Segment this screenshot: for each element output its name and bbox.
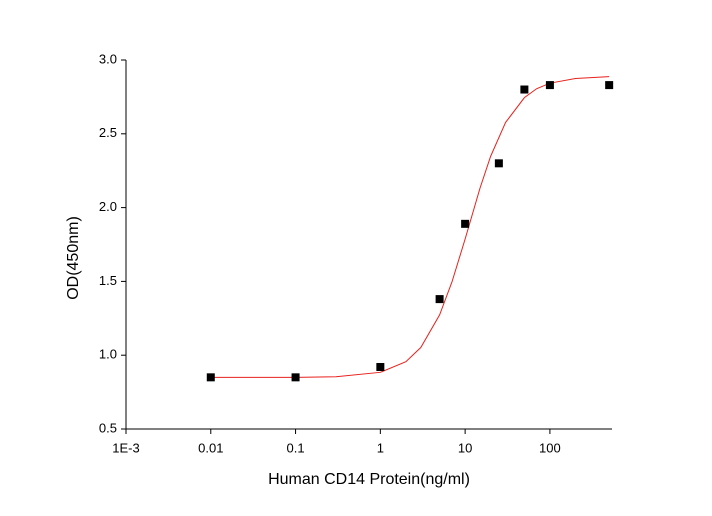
x-tick-label: 0.1	[287, 440, 305, 455]
data-point	[435, 295, 444, 304]
y-axis-label: OD(450nm)	[65, 216, 82, 300]
data-point	[520, 85, 529, 94]
x-tick-label: 100	[539, 440, 561, 455]
y-tick-label: 1.5	[99, 273, 117, 288]
y-tick-label: 2.0	[99, 199, 117, 214]
data-point	[605, 81, 614, 90]
x-tick-label: 10	[458, 440, 472, 455]
x-tick-label: 1	[377, 440, 384, 455]
x-tick-label: 0.01	[198, 440, 223, 455]
data-point	[494, 159, 503, 168]
y-tick-label: 0.5	[99, 420, 117, 435]
data-point	[291, 373, 300, 382]
data-point	[461, 219, 470, 228]
fit-curve	[210, 76, 610, 378]
y-tick-label: 1.0	[99, 347, 117, 362]
y-tick-label: 3.0	[99, 51, 117, 66]
x-tick-label: 1E-3	[112, 440, 139, 455]
data-point	[206, 373, 215, 382]
x-axis-label: Human CD14 Protein(ng/ml)	[268, 471, 470, 488]
data-point	[545, 81, 554, 90]
y-tick-label: 2.5	[99, 125, 117, 140]
data-point	[376, 363, 385, 372]
